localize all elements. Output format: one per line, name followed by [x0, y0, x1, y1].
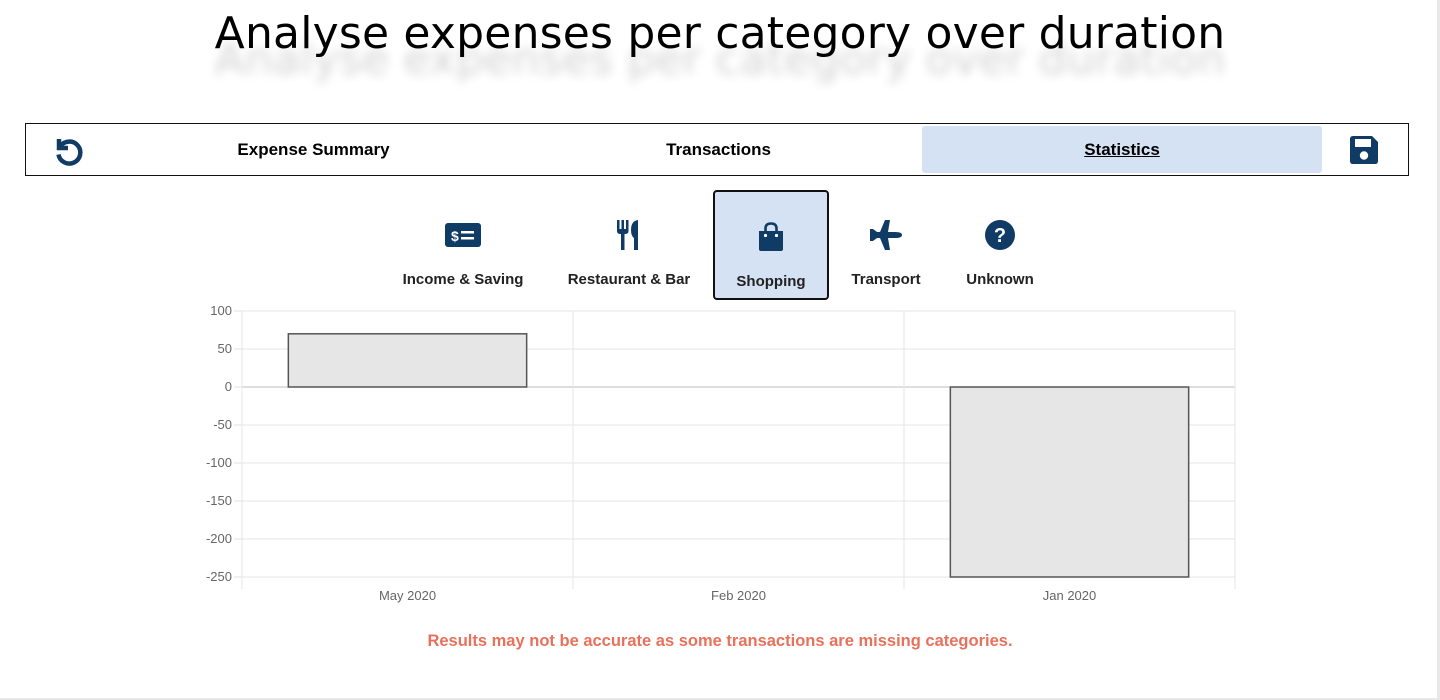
y-tick-label: 0 [225, 379, 232, 394]
bar [287, 333, 528, 388]
svg-text:?: ? [994, 225, 1006, 247]
category-shopping[interactable]: Shopping [713, 190, 829, 300]
category-label: Unknown [966, 271, 1034, 288]
bar-chart: 100 50 0 -50 -100 -150 -200 -250 May 2020 Feb 202… [206, 303, 1236, 603]
missing-categories-warning: Results may not be accurate as some tran… [427, 632, 1013, 650]
category-selector: $ Income & Saving Restaurant & Bar [0, 190, 1440, 302]
x-tick-label: May 2020 [379, 588, 436, 603]
y-tick-label: 50 [218, 341, 232, 356]
utensils-icon [614, 218, 644, 252]
category-restaurant-bar[interactable]: Restaurant & Bar [563, 190, 695, 300]
page-edge-bottom [0, 698, 1440, 700]
category-label: Shopping [736, 273, 806, 290]
bar [949, 386, 1190, 578]
expense-chart: 100 50 0 -50 -100 -150 -200 -250 May 2020 Feb 202… [185, 300, 1245, 615]
category-label: Income & Saving [402, 271, 524, 288]
tab-statistics-label: Statistics [1084, 139, 1160, 159]
money-check-icon: $ [444, 218, 482, 252]
category-transport[interactable]: Transport [846, 190, 926, 300]
reset-icon [56, 139, 83, 166]
y-tick-label: -250 [206, 569, 232, 584]
category-label: Restaurant & Bar [567, 271, 691, 288]
tab-transactions[interactable]: Transactions [536, 126, 901, 173]
tab-expense-summary[interactable]: Expense Summary [136, 126, 491, 173]
tab-statistics[interactable]: Statistics [922, 126, 1322, 173]
top-nav-bar: Expense Summary Transactions Statistics [25, 123, 1409, 176]
plane-icon [868, 218, 904, 252]
shopping-bag-icon [756, 220, 786, 254]
svg-text:$: $ [451, 228, 459, 244]
category-income-saving[interactable]: $ Income & Saving [398, 190, 528, 300]
page-title: Analyse expenses per category over durat… [214, 8, 1226, 59]
save-button[interactable] [1344, 131, 1384, 169]
y-tick-label: 100 [210, 303, 232, 318]
category-label: Transport [851, 271, 921, 288]
y-tick-label: -200 [206, 531, 232, 546]
question-circle-icon: ? [984, 218, 1016, 252]
category-unknown[interactable]: ? Unknown [960, 190, 1040, 300]
save-icon [1350, 136, 1378, 164]
reset-button[interactable] [48, 131, 88, 169]
tab-expense-summary-label: Expense Summary [237, 139, 390, 159]
x-tick-label: Feb 2020 [711, 588, 766, 603]
y-tick-label: -100 [206, 455, 232, 470]
y-tick-label: -50 [213, 417, 232, 432]
x-tick-label: Jan 2020 [1043, 588, 1097, 603]
page-edge-right [1437, 0, 1440, 700]
tab-transactions-label: Transactions [666, 139, 771, 159]
y-tick-label: -150 [206, 493, 232, 508]
